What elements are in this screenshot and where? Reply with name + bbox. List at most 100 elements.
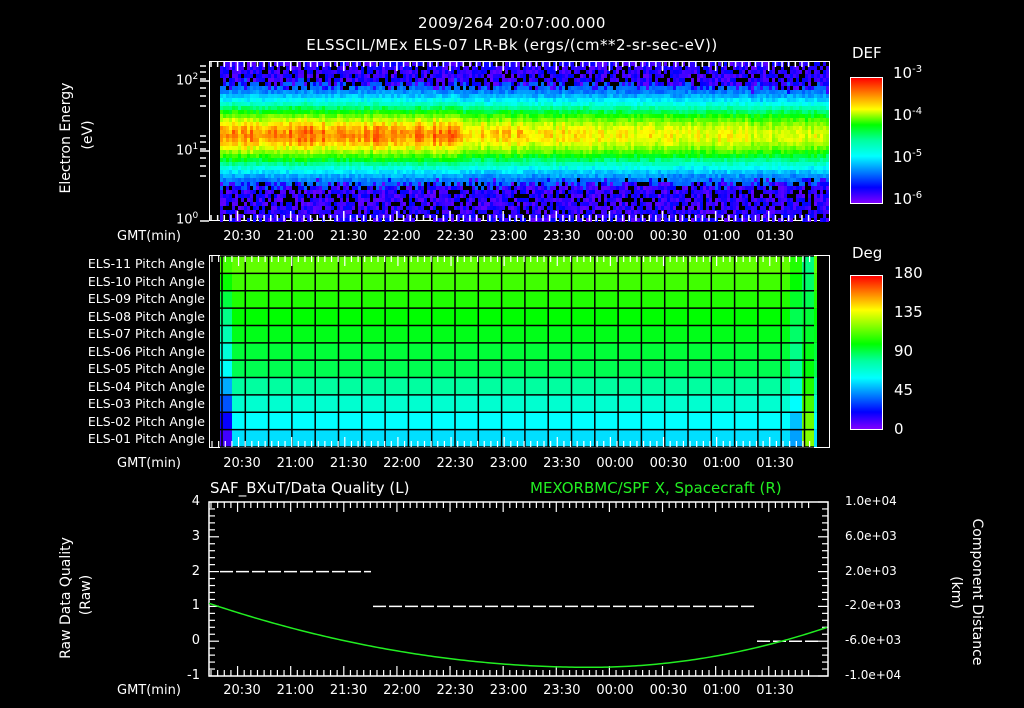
y-tick-left: 3: [191, 528, 200, 544]
y-tick-left: -1: [187, 668, 200, 683]
panel3-xlabel: GMT(min): [117, 683, 181, 698]
x-tick-label: 20:30: [223, 456, 261, 471]
x-tick-label: 23:00: [489, 683, 528, 698]
x-tick-label: 21:00: [276, 456, 315, 471]
panel2-xticks: 20:30 21:00 21:30 22:00 22:30 23:00 23:30 00:00…: [0, 456, 1024, 474]
y-tick-right: 2.0e+03: [845, 563, 897, 578]
pitch-angle-row-label: ELS-06 Pitch Angle: [87, 343, 205, 359]
deg-tick-180: 180: [894, 264, 923, 282]
x-tick-label: 01:00: [702, 683, 741, 698]
x-tick-label: 01:00: [702, 456, 741, 471]
pitch-angle-row-label: ELS-09 Pitch Angle: [87, 291, 205, 306]
panel1-ylabel: Electron Energy: [58, 82, 74, 194]
pitch-angle-row-label: ELS-11 Pitch Angle: [87, 256, 205, 271]
x-tick-label: 23:30: [543, 229, 581, 244]
deg-colorbar-title: Deg: [852, 244, 883, 262]
x-tick-label: 21:30: [329, 683, 368, 698]
x-tick-label: 00:30: [649, 683, 688, 698]
line-plot[interactable]: [200, 495, 860, 685]
y-tick-left: 1: [191, 598, 200, 614]
panel3-right-title: MEXORBMC/SPF X, Spacecraft (R): [530, 479, 782, 497]
y-tick-right: 6.0e+03: [845, 528, 897, 543]
def-tick-1e-3: 10-3: [893, 64, 923, 82]
pitch-angle-row-label: ELS-01 Pitch Angle: [87, 431, 205, 446]
panel1-yunit: (eV): [80, 120, 96, 150]
y-tick-left: 2: [191, 563, 200, 579]
deg-tick-45: 45: [894, 381, 914, 399]
pitch-angle-row-label: ELS-05 Pitch Angle: [87, 361, 205, 376]
def-tick-1e-6: 10-6: [893, 190, 923, 208]
panel1-axis-ticks: [200, 61, 810, 222]
x-tick-label: 00:30: [649, 456, 688, 471]
y-tick-right: 1.0e+04: [845, 494, 897, 508]
panel1-xticks: 20:30 21:00 21:30 22:00 22:30 23:00 23:30 00:00…: [0, 229, 1024, 247]
x-tick-label: 22:30: [436, 456, 474, 471]
x-tick-label: 01:00: [702, 229, 741, 244]
deg-tick-135: 135: [894, 303, 923, 321]
x-tick-label: 21:00: [276, 683, 315, 698]
plot-title: ELSSCIL/MEx ELS-07 LR-Bk (ergs/(cm**2-sr…: [306, 36, 718, 54]
x-tick-label: 01:30: [756, 683, 794, 698]
pitch-angle-grid[interactable]: [209, 255, 830, 448]
def-colorbar: [850, 77, 883, 204]
x-tick-label: 22:00: [383, 456, 421, 471]
x-tick-label: 21:30: [329, 229, 368, 244]
x-tick-label: 20:30: [223, 683, 261, 698]
panel1-xlabel: GMT(min): [117, 229, 181, 244]
panel3-yunit-right-wrap: (km): [948, 565, 1019, 609]
def-tick-1e-4: 10-4: [893, 106, 923, 124]
x-tick-label: 00:00: [596, 683, 634, 698]
pitch-angle-row-label: ELS-04 Pitch Angle: [87, 378, 205, 394]
x-tick-label: 22:00: [383, 683, 421, 698]
y-tick-right: -2.0e+03: [845, 598, 902, 613]
y-tick-right: -1.0e+04: [845, 668, 902, 682]
panel3-xticks: 20:30 21:00 21:30 22:00 22:30 23:00 23:30 00:00…: [0, 683, 1024, 701]
x-tick-label: 00:00: [596, 456, 634, 471]
panel3-left-title: SAF_BXuT/Data Quality (L): [210, 479, 410, 497]
pitch-angle-row-label: ELS-07 Pitch Angle: [87, 326, 205, 341]
def-tick-1e-5: 10-5: [893, 148, 923, 166]
y-tick-right: -6.0e+03: [845, 633, 902, 648]
def-colorbar-title: DEF: [852, 44, 882, 62]
deg-tick-0: 0: [894, 420, 904, 438]
panel3-ylabel-right: Component Distance: [969, 518, 985, 666]
x-tick-label: 23:00: [489, 456, 528, 471]
pitch-angle-row-label: ELS-02 Pitch Angle: [87, 413, 205, 429]
x-tick-label: 22:00: [383, 229, 421, 244]
x-tick-label: 20:30: [223, 229, 261, 244]
x-tick-label: 23:30: [543, 456, 581, 471]
y-tick-left: 0: [191, 633, 200, 649]
x-tick-label: 22:30: [436, 229, 474, 244]
panel3-yunit-left: (Raw): [78, 574, 94, 616]
energy-spectrogram[interactable]: [209, 61, 830, 222]
pitch-angle-row-labels: ELS-11 Pitch Angle ELS-10 Pitch Angle ELS-…: [0, 256, 205, 446]
p1-ytick-10: 101: [176, 142, 199, 159]
p1-ytick-1: 100: [176, 211, 199, 228]
deg-tick-90: 90: [894, 342, 914, 360]
panel1-yunit-wrap: (eV): [80, 120, 160, 195]
panel3-yunit-right: (km): [948, 576, 964, 609]
x-tick-label: 22:30: [436, 683, 474, 698]
pitch-angle-row-label: ELS-10 Pitch Angle: [87, 273, 205, 289]
pitch-angle-row-label: ELS-08 Pitch Angle: [87, 308, 205, 324]
spectrogram-image: [220, 62, 829, 222]
x-tick-label: 01:30: [756, 229, 794, 244]
x-tick-label: 21:30: [329, 456, 368, 471]
x-tick-label: 00:00: [596, 229, 634, 244]
x-tick-label: 00:30: [649, 229, 688, 244]
pitch-angle-image: [211, 255, 817, 448]
panel2-xlabel: GMT(min): [117, 456, 181, 471]
deg-colorbar: [850, 275, 883, 430]
x-tick-label: 21:00: [276, 229, 315, 244]
y-tick-left: 4: [191, 494, 200, 509]
pitch-angle-row-label: ELS-03 Pitch Angle: [87, 396, 205, 411]
x-tick-label: 01:30: [756, 456, 794, 471]
panel3-ylabel-left: Raw Data Quality: [58, 537, 74, 659]
panel3-yunit-wrap: (Raw): [78, 575, 148, 650]
panel3-yticks-left: 4 3 2 1 0 -1: [170, 490, 200, 690]
panel3-yticks-right: 1.0e+04 6.0e+03 2.0e+03 -2.0e+03 -6.0e+03 -1.…: [845, 490, 945, 690]
panel3-ylabel-right-wrap: Component Distance: [969, 502, 1024, 666]
p1-ytick-100: 102: [176, 72, 199, 89]
plot-timestamp: 2009/264 20:07:00.000: [418, 14, 606, 32]
x-tick-label: 23:00: [489, 229, 528, 244]
